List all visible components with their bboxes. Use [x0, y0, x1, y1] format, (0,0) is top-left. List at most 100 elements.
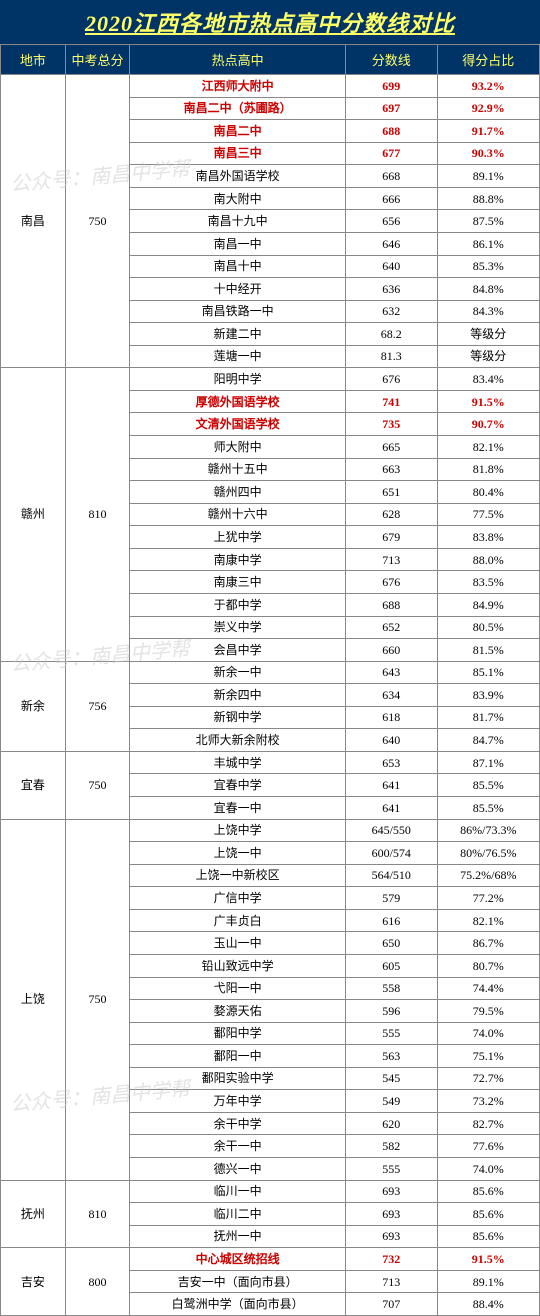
score-cell: 81.3 — [345, 345, 437, 368]
pct-cell: 80.4% — [437, 481, 539, 504]
table-row: 吉安800中心城区统招线73291.5% — [1, 1248, 540, 1271]
pct-cell: 91.5% — [437, 1248, 539, 1271]
score-cell: 596 — [345, 1000, 437, 1023]
score-cell: 660 — [345, 639, 437, 662]
school-cell: 南大附中 — [130, 187, 346, 210]
score-cell: 632 — [345, 300, 437, 323]
total-cell: 750 — [65, 751, 130, 819]
score-cell: 676 — [345, 368, 437, 391]
school-cell: 南昌铁路一中 — [130, 300, 346, 323]
score-cell: 693 — [345, 1180, 437, 1203]
score-cell: 651 — [345, 481, 437, 504]
pct-cell: 84.8% — [437, 278, 539, 301]
school-cell: 江西师大附中 — [130, 75, 346, 98]
pct-cell: 85.6% — [437, 1180, 539, 1203]
score-cell: 582 — [345, 1135, 437, 1158]
table-row: 南昌750江西师大附中69993.2% — [1, 75, 540, 98]
score-cell: 688 — [345, 593, 437, 616]
pct-cell: 85.5% — [437, 774, 539, 797]
pct-cell: 85.5% — [437, 797, 539, 820]
pct-cell: 75.1% — [437, 1045, 539, 1068]
score-cell: 645/550 — [345, 819, 437, 842]
school-cell: 临川一中 — [130, 1180, 346, 1203]
pct-cell: 90.7% — [437, 413, 539, 436]
page-title: 2020江西各地市热点高中分数线对比 — [0, 0, 540, 44]
pct-cell: 81.5% — [437, 639, 539, 662]
score-cell: 618 — [345, 706, 437, 729]
score-cell: 640 — [345, 255, 437, 278]
school-cell: 新余一中 — [130, 661, 346, 684]
pct-cell: 79.5% — [437, 1000, 539, 1023]
school-cell: 余干中学 — [130, 1112, 346, 1135]
school-cell: 鄱阳中学 — [130, 1022, 346, 1045]
col-header-2: 热点高中 — [130, 45, 346, 75]
city-cell: 宜春 — [1, 751, 66, 819]
city-cell: 抚州 — [1, 1180, 66, 1248]
school-cell: 师大附中 — [130, 436, 346, 459]
school-cell: 玉山一中 — [130, 932, 346, 955]
school-cell: 余干一中 — [130, 1135, 346, 1158]
pct-cell: 90.3% — [437, 142, 539, 165]
pct-cell: 86.7% — [437, 932, 539, 955]
city-cell: 吉安 — [1, 1248, 66, 1316]
pct-cell: 85.6% — [437, 1203, 539, 1226]
score-cell: 652 — [345, 616, 437, 639]
school-cell: 南昌二中（苏圃路） — [130, 97, 346, 120]
score-cell: 699 — [345, 75, 437, 98]
score-cell: 697 — [345, 97, 437, 120]
pct-cell: 80.5% — [437, 616, 539, 639]
score-cell: 679 — [345, 526, 437, 549]
score-cell: 628 — [345, 503, 437, 526]
school-cell: 婺源天佑 — [130, 1000, 346, 1023]
school-cell: 南昌十中 — [130, 255, 346, 278]
pct-cell: 72.7% — [437, 1067, 539, 1090]
pct-cell: 74.0% — [437, 1022, 539, 1045]
school-cell: 赣州十六中 — [130, 503, 346, 526]
school-cell: 广丰贞白 — [130, 909, 346, 932]
score-cell: 634 — [345, 684, 437, 707]
school-cell: 白鹭洲中学（面向市县） — [130, 1293, 346, 1316]
city-cell: 赣州 — [1, 368, 66, 661]
pct-cell: 87.1% — [437, 751, 539, 774]
school-cell: 上饶一中 — [130, 842, 346, 865]
total-cell: 750 — [65, 819, 130, 1180]
score-cell: 666 — [345, 187, 437, 210]
pct-cell: 75.2%/68% — [437, 864, 539, 887]
pct-cell: 83.8% — [437, 526, 539, 549]
school-cell: 会昌中学 — [130, 639, 346, 662]
score-cell: 646 — [345, 232, 437, 255]
pct-cell: 83.5% — [437, 571, 539, 594]
table-row: 赣州810阳明中学67683.4% — [1, 368, 540, 391]
pct-cell: 91.5% — [437, 390, 539, 413]
total-cell: 750 — [65, 75, 130, 368]
pct-cell: 86.1% — [437, 232, 539, 255]
pct-cell: 81.8% — [437, 458, 539, 481]
score-cell: 555 — [345, 1158, 437, 1181]
score-cell: 707 — [345, 1293, 437, 1316]
pct-cell: 73.2% — [437, 1090, 539, 1113]
school-cell: 德兴一中 — [130, 1158, 346, 1181]
school-cell: 铅山致远中学 — [130, 954, 346, 977]
school-cell: 新建二中 — [130, 323, 346, 346]
pct-cell: 92.9% — [437, 97, 539, 120]
total-cell: 800 — [65, 1248, 130, 1316]
score-table: 地市中考总分热点高中分数线得分占比 南昌750江西师大附中69993.2%南昌二… — [0, 44, 540, 1316]
school-cell: 莲塘一中 — [130, 345, 346, 368]
score-cell: 663 — [345, 458, 437, 481]
school-cell: 宜春中学 — [130, 774, 346, 797]
score-cell: 605 — [345, 954, 437, 977]
pct-cell: 91.7% — [437, 120, 539, 143]
school-cell: 中心城区统招线 — [130, 1248, 346, 1271]
pct-cell: 77.6% — [437, 1135, 539, 1158]
pct-cell: 81.7% — [437, 706, 539, 729]
score-cell: 620 — [345, 1112, 437, 1135]
score-cell: 741 — [345, 390, 437, 413]
score-cell: 558 — [345, 977, 437, 1000]
pct-cell: 85.6% — [437, 1225, 539, 1248]
table-row: 宜春750丰城中学65387.1% — [1, 751, 540, 774]
pct-cell: 88.8% — [437, 187, 539, 210]
school-cell: 鄱阳实验中学 — [130, 1067, 346, 1090]
school-cell: 于都中学 — [130, 593, 346, 616]
pct-cell: 82.1% — [437, 436, 539, 459]
col-header-3: 分数线 — [345, 45, 437, 75]
